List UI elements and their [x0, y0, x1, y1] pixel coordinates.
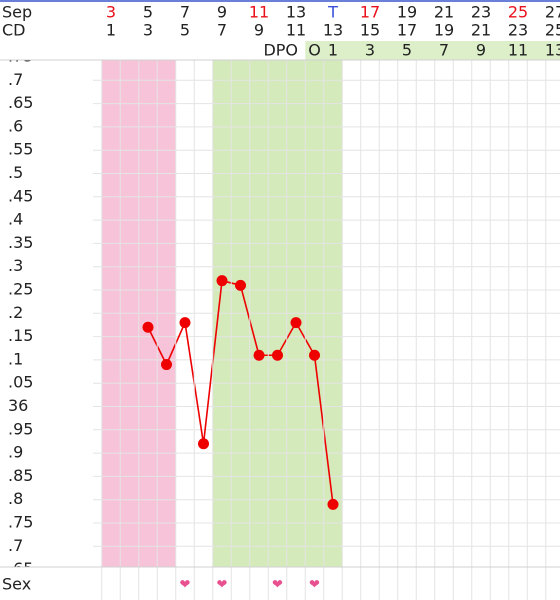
- date-label: T: [327, 3, 338, 22]
- cd-label: 9: [254, 21, 264, 40]
- cd-label: 15: [360, 21, 380, 40]
- cd-label: 23: [508, 21, 528, 40]
- y-tick-label: .65: [8, 93, 33, 112]
- sex-heart: ❤: [217, 578, 228, 593]
- y-tick-label: .3: [8, 256, 23, 275]
- temperature-point: [179, 317, 191, 329]
- y-tick-label: .65: [8, 559, 33, 578]
- date-label: 21: [434, 3, 454, 22]
- y-tick-label: .5: [8, 163, 23, 182]
- y-tick-label: .55: [8, 140, 33, 159]
- y-tick-label: .9: [8, 443, 23, 462]
- dpo-label: 1: [328, 41, 338, 60]
- y-tick-label: .45: [8, 186, 33, 205]
- y-tick-label: .85: [8, 466, 33, 485]
- dpo-label: 7: [439, 41, 449, 60]
- temperature-point: [290, 317, 302, 329]
- cd-label: 7: [217, 21, 227, 40]
- y-tick-label: .8: [8, 489, 23, 508]
- date-label: 9: [217, 3, 227, 22]
- row-label: Sex: [2, 575, 31, 594]
- cd-label: 21: [471, 21, 491, 40]
- temperature-point: [216, 275, 228, 287]
- row-label: DPO: [263, 41, 298, 60]
- dpo-label: 3: [365, 41, 375, 60]
- temperature-point: [253, 349, 265, 361]
- cd-label: 3: [143, 21, 153, 40]
- dpo-label: 9: [476, 41, 486, 60]
- temperature-point: [198, 438, 209, 450]
- sex-heart: ❤: [180, 578, 191, 593]
- row-label: Sep: [2, 3, 32, 22]
- dpo-label: 5: [402, 41, 412, 60]
- y-tick-label: .4: [8, 210, 23, 229]
- cd-label: 19: [434, 21, 454, 40]
- cd-label: 11: [286, 21, 306, 40]
- plot-area: .75 .7 .65 .6 .55 .5 .45 .4 .35 .3 .25 .2 .15 .1 .05 36…: [8, 47, 560, 578]
- y-tick-label: .75: [8, 513, 33, 532]
- temperature-point: [161, 359, 172, 371]
- temperature-point: [309, 349, 320, 361]
- temperature-point: [327, 498, 339, 510]
- temperature-point: [235, 279, 246, 291]
- y-tick-label: .75: [8, 47, 33, 66]
- y-tick-label: .7: [8, 536, 23, 555]
- date-label: 11: [249, 3, 269, 22]
- dpo-label: 11: [508, 41, 528, 60]
- y-tick-label: .15: [8, 326, 33, 345]
- temperature-point: [272, 349, 283, 361]
- y-tick-label: .35: [8, 233, 33, 252]
- y-tick-label: .25: [8, 280, 33, 299]
- date-label: 25: [508, 3, 528, 22]
- dpo-label: 13: [545, 41, 560, 60]
- y-tick-label: 36: [8, 396, 28, 415]
- date-label: 3: [106, 3, 116, 22]
- y-tick-label: .05: [8, 373, 33, 392]
- row-label: CD: [2, 21, 26, 40]
- dpo-band: [305, 41, 560, 60]
- cd-label: 1: [106, 21, 116, 40]
- date-label: 13: [286, 3, 306, 22]
- y-tick-label: .2: [8, 303, 23, 322]
- y-tick-label: .7: [8, 70, 23, 89]
- cd-label: 5: [180, 21, 190, 40]
- cd-label: 13: [323, 21, 343, 40]
- top-border: [0, 0, 560, 2]
- date-label: 23: [471, 3, 491, 22]
- date-label: 17: [360, 3, 380, 22]
- y-tick-label: .1: [8, 349, 23, 368]
- dpo-label: O: [308, 41, 321, 60]
- cd-label: 25: [545, 21, 560, 40]
- cd-label: 17: [397, 21, 417, 40]
- date-label: 7: [180, 3, 190, 22]
- sex-heart: ❤: [309, 578, 320, 593]
- y-tick-label: .95: [8, 419, 33, 438]
- temperature-point: [142, 321, 154, 333]
- y-tick-label: .6: [8, 116, 23, 135]
- date-label: 19: [397, 3, 417, 22]
- date-label: 27: [545, 3, 560, 22]
- sex-heart: ❤: [272, 578, 283, 593]
- date-label: 5: [143, 3, 153, 22]
